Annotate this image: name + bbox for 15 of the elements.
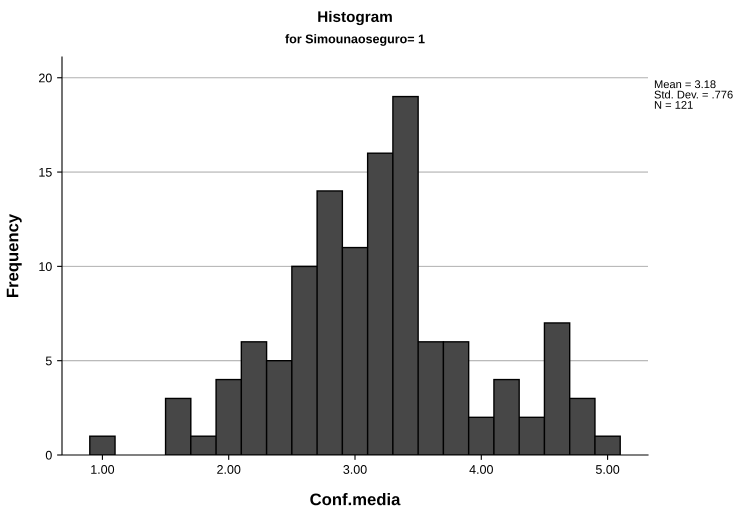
chart-title: Histogram	[318, 10, 392, 26]
y-tick-label: 10	[39, 262, 52, 272]
x-tick-label: 5.00	[596, 465, 620, 474]
y-tick-label: 0	[46, 450, 52, 460]
y-axis-title: Frequency	[6, 214, 22, 298]
x-tick-label: 1.00	[91, 465, 114, 474]
x-tick-label: 2.00	[217, 465, 240, 474]
text: Mean = 3.18 Std. Dev. = .776 N = 121	[654, 80, 733, 109]
y-tick-label: 5	[46, 356, 52, 366]
x-tick-label: 4.00	[469, 465, 493, 474]
y-tick-label: 15	[39, 168, 52, 177]
x-axis-title: Conf.media	[310, 493, 400, 506]
x-tick-label: 3.00	[343, 465, 367, 474]
chart-subtitle: for Simounaoseguro= 1	[285, 34, 425, 46]
y-tick-label: 20	[39, 74, 52, 82]
